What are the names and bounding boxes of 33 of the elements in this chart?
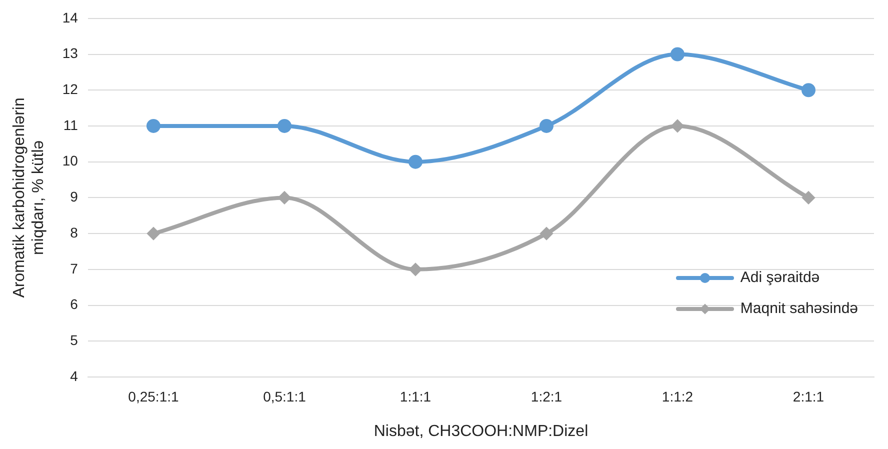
- legend-label: Maqnit sahəsində: [740, 300, 858, 317]
- point: [409, 263, 422, 276]
- y-tick-label: 14: [62, 9, 78, 26]
- x-tick-label: 2:1:1: [792, 388, 824, 404]
- y-tick-label: 11: [63, 116, 78, 133]
- x-tick-label: 0,25:1:1: [128, 388, 179, 404]
- y-tick-label: 12: [62, 80, 78, 97]
- legend-label: Adi şəraitdə: [740, 269, 820, 286]
- x-tick-label: 1:2:1: [530, 388, 562, 404]
- x-axis-title: Nisbət, CH3COOH:NMP:Dizel: [374, 422, 588, 440]
- point: [670, 47, 684, 62]
- y-tick-label: 5: [70, 332, 78, 348]
- point: [539, 118, 554, 133]
- y-tick-label: 4: [70, 368, 78, 384]
- y-tick-label: 8: [70, 224, 78, 240]
- point: [408, 154, 422, 169]
- y-tick-label: 7: [70, 260, 78, 276]
- y-tick-label: 6: [70, 296, 78, 312]
- y-tick-label: 10: [62, 152, 78, 169]
- point: [277, 118, 292, 133]
- y-axis-title: Aromatik karbohidrogenlərin miqdarı, % kütlə: [11, 98, 48, 298]
- y-tick-label: 9: [70, 188, 78, 205]
- point: [802, 192, 814, 204]
- y-tick-label: 13: [62, 45, 78, 62]
- x-tick-label: 0,5:1:1: [263, 388, 306, 404]
- point: [801, 83, 816, 98]
- point: [278, 192, 290, 204]
- point: [540, 228, 552, 240]
- x-tick-label: 1:1:2: [662, 388, 694, 404]
- point: [146, 118, 160, 133]
- x-tick-label: 1:1:1: [400, 388, 432, 404]
- point: [147, 228, 160, 240]
- point: [671, 120, 684, 132]
